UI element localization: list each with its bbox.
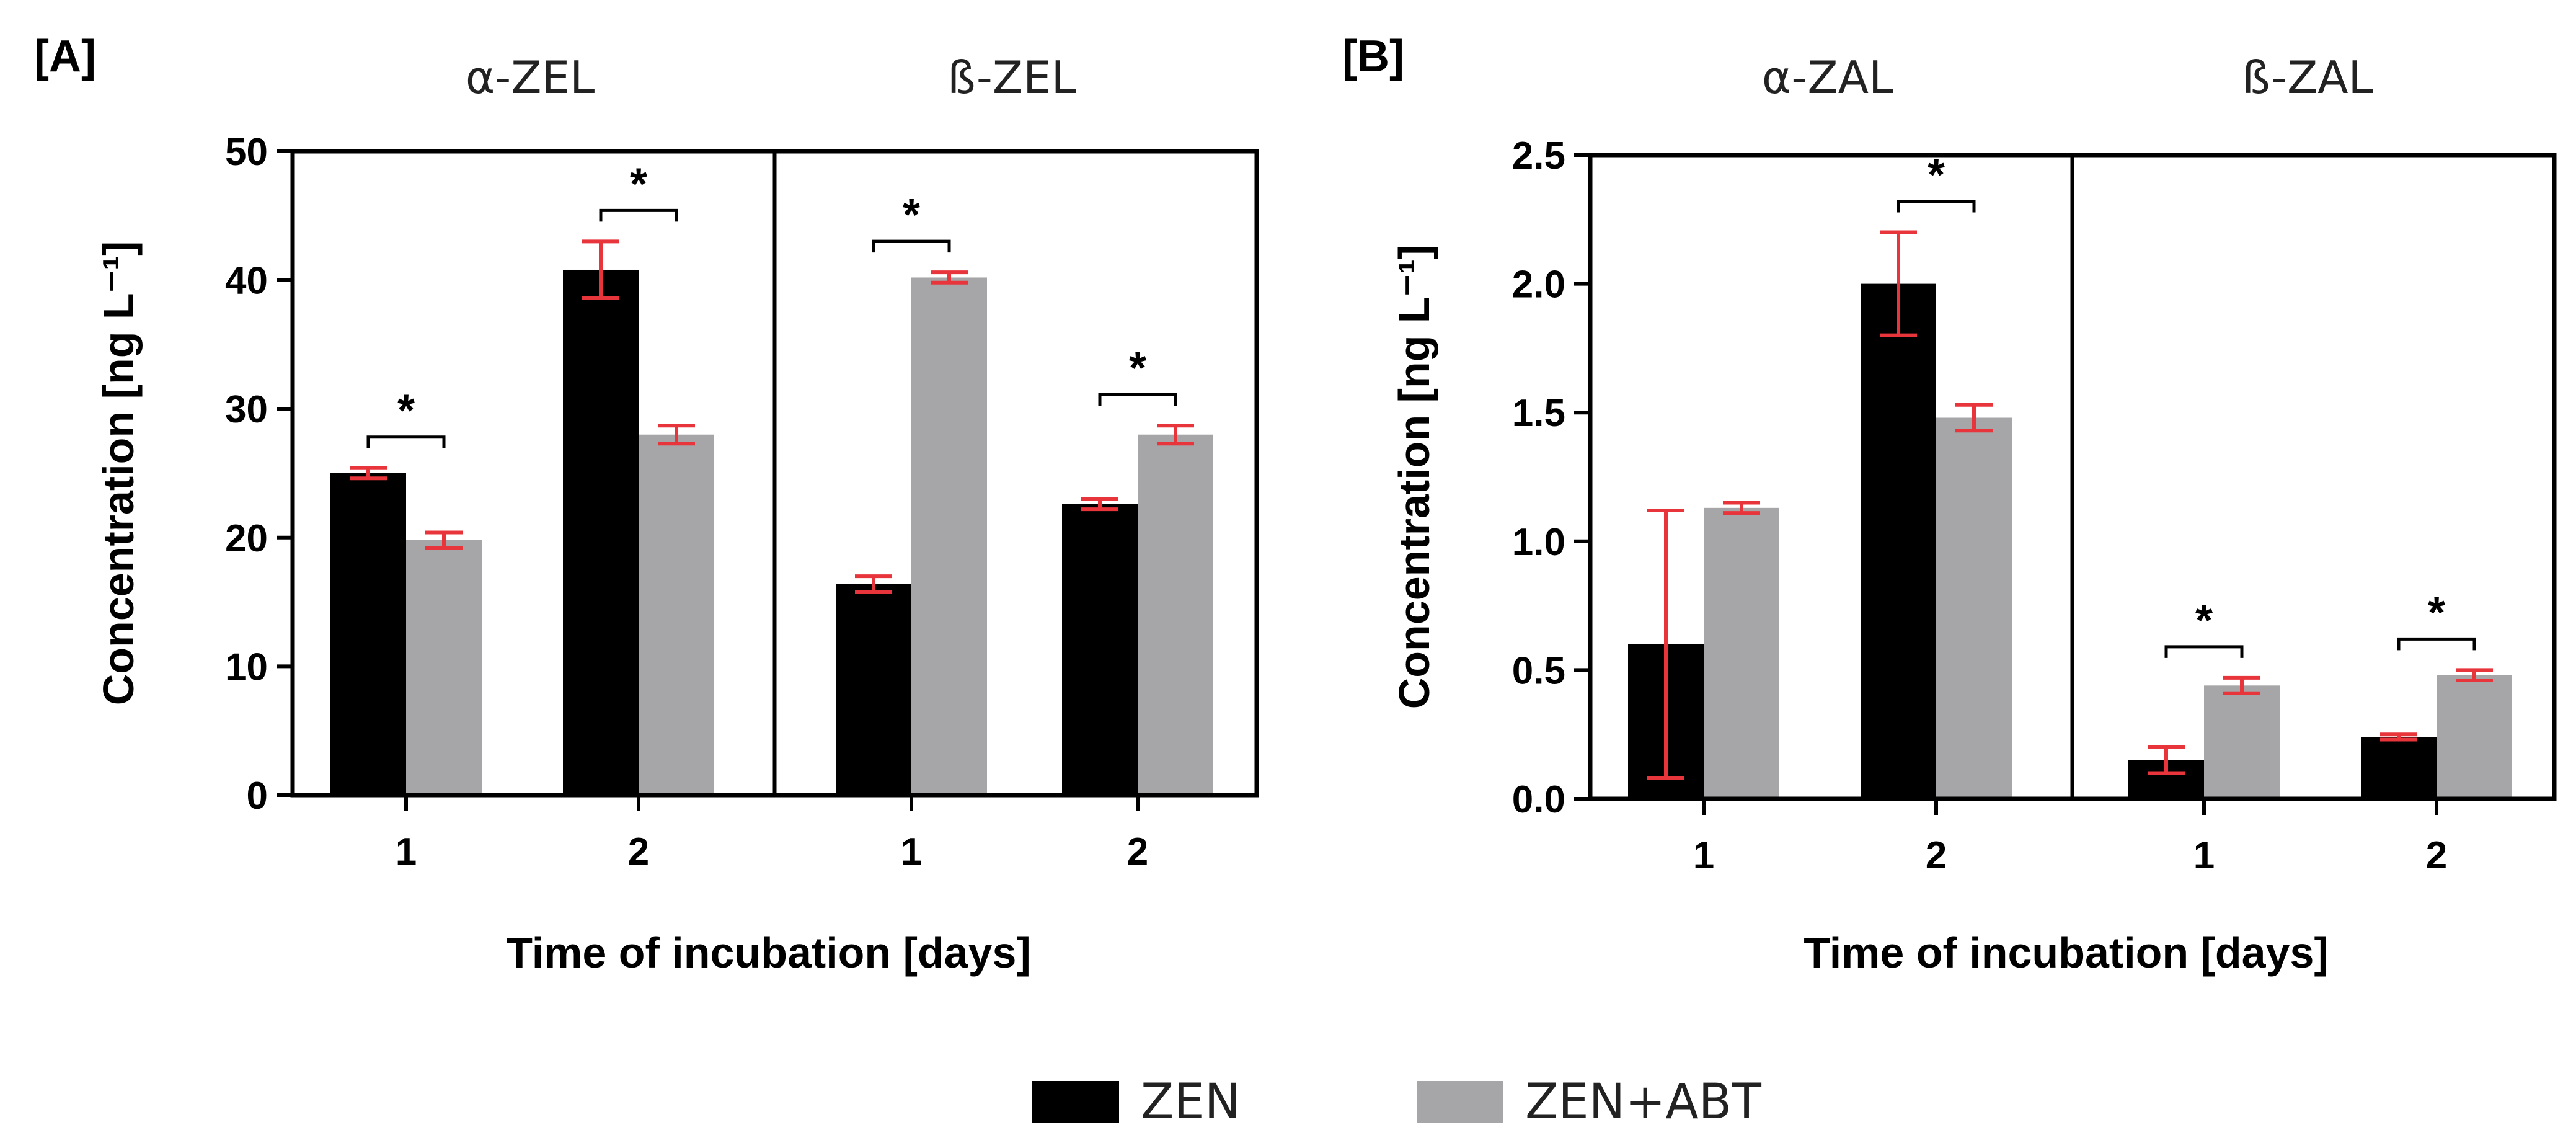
significance-bracket: * [2397, 588, 2476, 651]
legend-label: ZEN+ABT [1525, 1074, 1761, 1130]
significance-star: * [2195, 596, 2213, 646]
x-tick-label: 2 [2426, 834, 2447, 877]
error-bar [1723, 501, 1760, 515]
x-tick-label: 2 [628, 830, 649, 873]
error-bar [1157, 424, 1194, 446]
significance-bracket: * [599, 159, 678, 222]
error-bar [1955, 403, 1993, 433]
error-bar [350, 466, 387, 481]
legend-swatch [1417, 1081, 1503, 1123]
error-bar [1081, 497, 1118, 512]
error-bar [931, 270, 968, 285]
significance-star: * [1928, 151, 1945, 200]
bar-zen-abt [1704, 507, 1779, 799]
significance-star: * [1129, 344, 1146, 393]
significance-star: * [630, 159, 647, 209]
y-axis-title: Concentration [ng L⁻¹] [1390, 245, 1438, 710]
panel-a: [A] Concentration [ng L⁻¹] Time of incubat… [34, 32, 1259, 977]
x-tick-label: 1 [396, 830, 417, 873]
y-tick-label: 0.5 [1512, 649, 1565, 692]
bar-zen [836, 584, 911, 795]
y-tick-label: 0 [247, 775, 268, 817]
bracket-line [2397, 637, 2476, 651]
y-tick-label: 30 [225, 388, 268, 431]
bar-zen [1861, 283, 1936, 799]
bar-zen [563, 269, 639, 795]
bracket-line [2164, 645, 2244, 658]
significance-bracket: * [366, 386, 446, 448]
error-bar [2380, 732, 2417, 742]
y-tick-label: 50 [225, 131, 268, 174]
y-tick-label: 2.5 [1512, 135, 1565, 177]
bar-zen-abt [639, 434, 714, 795]
group-title: ß-ZAL [2242, 51, 2373, 104]
group-title: ß-ZEL [947, 51, 1076, 104]
group-title: α-ZEL [466, 51, 595, 104]
bar-zen [330, 473, 406, 795]
group-title: α-ZAL [1762, 51, 1893, 104]
significance-star: * [397, 386, 415, 436]
significance-star: * [2428, 588, 2445, 638]
y-tick-label: 40 [225, 260, 268, 303]
significance-bracket: * [872, 190, 951, 253]
bracket-line [872, 239, 951, 253]
bar-zen-abt [2437, 675, 2512, 799]
significance-star: * [903, 190, 920, 240]
error-bar [2223, 675, 2260, 695]
y-tick-label: 1.0 [1512, 521, 1565, 564]
bar-zen-abt [406, 540, 482, 795]
x-tick-label: 1 [1693, 834, 1714, 877]
bar-zen [2361, 737, 2437, 799]
y-tick-label: 10 [225, 646, 268, 688]
bracket-line [599, 208, 678, 222]
x-tick-label: 2 [1127, 830, 1148, 873]
x-axis-title: Time of incubation [days] [1804, 928, 2329, 977]
error-bar [855, 574, 892, 594]
legend-label: ZEN [1141, 1074, 1241, 1130]
bracket-line [366, 435, 446, 448]
bar-zen-abt [1138, 434, 1213, 795]
error-bar [425, 530, 463, 550]
significance-bracket: * [1897, 151, 1976, 213]
panel-label: [A] [34, 32, 96, 81]
bracket-line [1897, 200, 1976, 213]
x-tick-label: 1 [2193, 834, 2215, 877]
bar-zen-abt [1936, 417, 2012, 799]
error-bar [658, 424, 695, 446]
error-bar [582, 239, 619, 300]
error-bar [2148, 745, 2185, 775]
error-bar [2456, 668, 2493, 683]
x-tick-label: 1 [901, 830, 922, 873]
legend-item: ZEN+ABT [1417, 1074, 1761, 1130]
legend-swatch [1032, 1081, 1119, 1123]
x-tick-label: 2 [1926, 834, 1947, 877]
significance-bracket: * [1098, 344, 1177, 406]
y-tick-label: 1.5 [1512, 392, 1565, 435]
error-bar [1880, 230, 1917, 337]
bar-zen [1062, 504, 1138, 795]
significance-bracket: * [2164, 596, 2244, 658]
x-axis-title: Time of incubation [days] [506, 928, 1031, 977]
bar-zen-abt [2204, 685, 2280, 799]
bracket-line [1098, 393, 1177, 406]
y-axis-title: Concentration [ng L⁻¹] [94, 241, 143, 706]
legend-item: ZEN [1032, 1074, 1241, 1130]
panel-b: [B] Concentration [ng L⁻¹] Time of incubat… [1342, 32, 2557, 977]
y-tick-label: 2.0 [1512, 264, 1565, 306]
legend: ZEN ZEN+ABT [1032, 1074, 1761, 1130]
y-tick-label: 20 [225, 517, 268, 560]
bar-zen-abt [911, 277, 987, 795]
error-bar [1647, 508, 1684, 780]
y-tick-label: 0.0 [1512, 778, 1565, 821]
panel-label: [B] [1342, 32, 1404, 81]
